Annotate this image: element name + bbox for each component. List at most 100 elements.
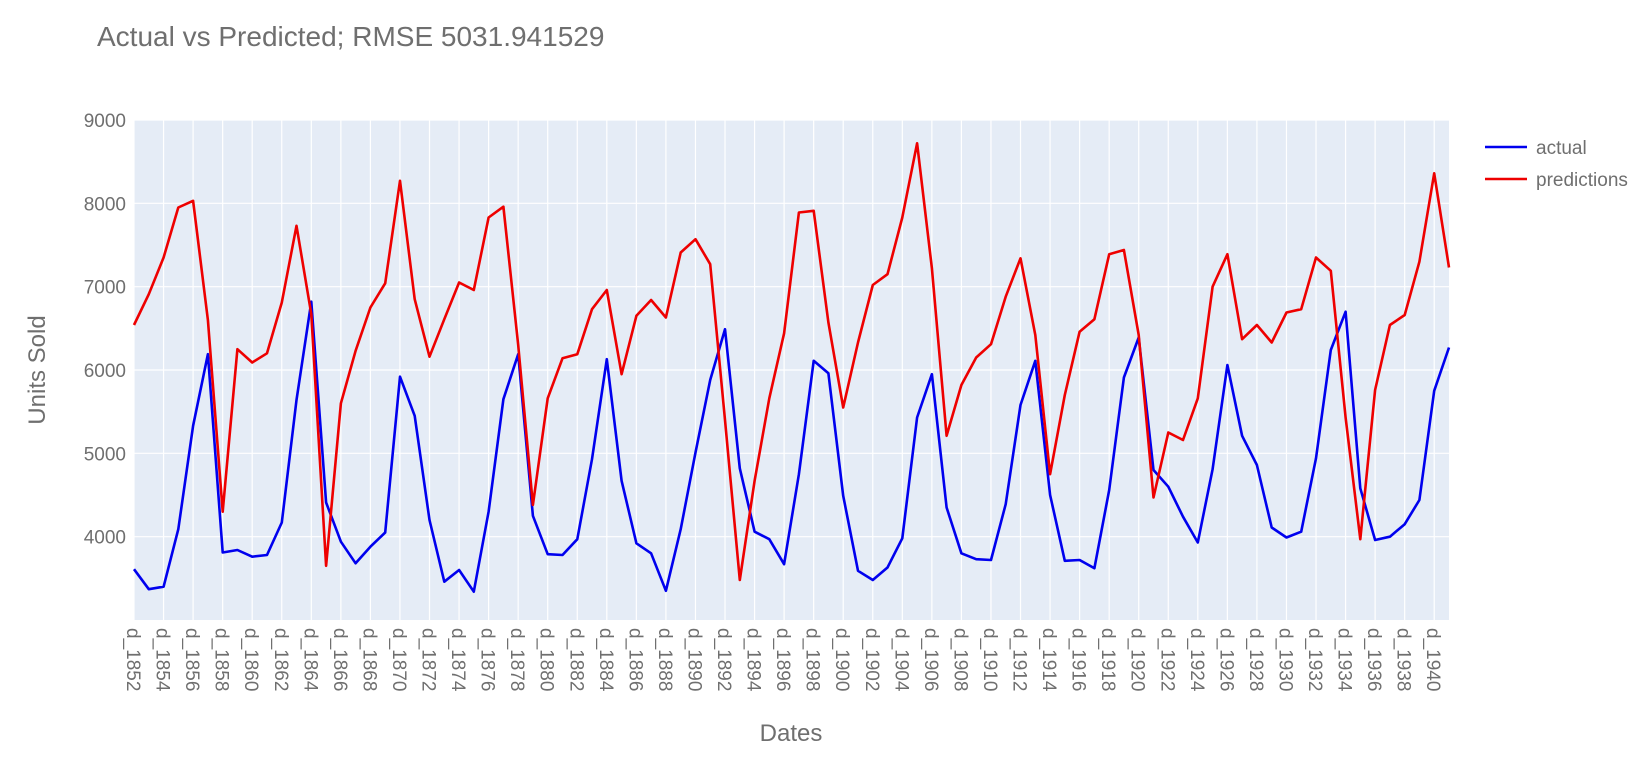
data-point-predictions xyxy=(1358,537,1363,542)
data-point-predictions xyxy=(1092,317,1097,322)
legend-label: predictions xyxy=(1536,170,1628,191)
data-point-actual xyxy=(649,551,654,556)
data-point-predictions xyxy=(841,405,846,410)
data-point-predictions xyxy=(1121,248,1126,253)
x-tick-label: d_1928 xyxy=(1245,628,1266,691)
x-tick-label: d_1878 xyxy=(506,628,527,691)
legend[interactable]: actual predictions xyxy=(1485,138,1628,191)
data-point-actual xyxy=(944,505,949,510)
data-point-actual xyxy=(294,398,299,403)
y-tick-label: 7000 xyxy=(84,278,126,299)
data-point-predictions xyxy=(634,313,639,318)
data-point-predictions xyxy=(1328,268,1333,273)
data-point-predictions xyxy=(1284,310,1289,315)
data-point-actual xyxy=(1343,309,1348,314)
data-point-actual xyxy=(1254,463,1259,468)
data-point-predictions xyxy=(752,478,757,483)
data-point-predictions xyxy=(575,352,580,357)
x-tick-label: d_1884 xyxy=(595,628,616,692)
data-point-predictions xyxy=(427,354,432,359)
x-tick-label: d_1880 xyxy=(536,628,557,691)
data-point-actual xyxy=(530,513,535,518)
data-point-predictions xyxy=(1314,255,1319,260)
data-point-predictions xyxy=(1299,307,1304,312)
series-line-actual xyxy=(132,300,1451,594)
data-point-predictions xyxy=(900,215,905,220)
data-point-actual xyxy=(383,530,388,535)
data-point-predictions xyxy=(989,342,994,347)
data-point-predictions xyxy=(929,266,934,271)
data-point-actual xyxy=(885,565,890,570)
data-point-actual xyxy=(545,552,550,557)
data-point-actual xyxy=(191,423,196,428)
data-point-predictions xyxy=(205,318,210,323)
data-point-actual xyxy=(752,529,757,534)
data-point-predictions xyxy=(1195,396,1200,401)
data-point-actual xyxy=(929,372,934,377)
data-point-actual xyxy=(1048,493,1053,498)
data-point-actual xyxy=(471,589,476,594)
data-point-predictions xyxy=(560,356,565,361)
x-axis-title: Dates xyxy=(760,720,823,747)
x-tick-label: d_1876 xyxy=(477,628,498,691)
x-tick-label: d_1936 xyxy=(1363,628,1384,691)
data-point-predictions xyxy=(708,262,713,267)
legend-item-predictions[interactable]: predictions xyxy=(1485,170,1628,191)
data-point-actual xyxy=(279,520,284,525)
x-tick-label: d_1896 xyxy=(772,628,793,691)
data-point-predictions xyxy=(678,250,683,255)
data-point-actual xyxy=(693,450,698,455)
data-point-actual xyxy=(870,578,875,583)
data-point-predictions xyxy=(1210,284,1215,289)
data-point-actual xyxy=(989,558,994,563)
data-point-predictions xyxy=(1033,333,1038,338)
data-point-predictions xyxy=(368,305,373,310)
y-axis-ticks: 4000 5000 6000 7000 8000 9000 xyxy=(84,111,126,549)
data-point-predictions xyxy=(959,383,964,388)
data-point-actual xyxy=(427,518,432,523)
data-point-predictions xyxy=(693,237,698,242)
data-point-actual xyxy=(1269,525,1274,530)
data-point-actual xyxy=(782,562,787,567)
data-point-predictions xyxy=(412,297,417,302)
data-point-predictions xyxy=(530,503,535,508)
x-tick-label: d_1856 xyxy=(181,628,202,691)
data-point-actual xyxy=(1328,348,1333,353)
data-point-actual xyxy=(1240,433,1245,438)
data-point-predictions xyxy=(338,401,343,406)
x-tick-label: d_1908 xyxy=(949,628,970,691)
data-point-actual xyxy=(723,327,728,332)
legend-label: actual xyxy=(1536,138,1587,159)
data-point-actual xyxy=(368,544,373,549)
data-point-actual xyxy=(1447,345,1452,350)
data-point-predictions xyxy=(649,298,654,303)
x-tick-label: d_1920 xyxy=(1127,628,1148,691)
x-tick-label: d_1864 xyxy=(299,628,320,692)
x-tick-label: d_1872 xyxy=(418,628,439,691)
data-point-predictions xyxy=(545,396,550,401)
data-point-actual xyxy=(619,478,624,483)
data-point-actual xyxy=(265,553,270,558)
x-tick-label: d_1930 xyxy=(1274,628,1295,691)
data-point-actual xyxy=(442,579,447,584)
data-point-predictions xyxy=(161,255,166,260)
legend-item-actual[interactable]: actual xyxy=(1485,138,1587,159)
data-point-predictions xyxy=(767,396,772,401)
data-point-predictions xyxy=(309,312,314,317)
data-point-predictions xyxy=(1225,252,1230,257)
data-point-predictions xyxy=(1077,329,1082,334)
x-tick-label: d_1902 xyxy=(861,628,882,691)
data-point-actual xyxy=(856,568,861,573)
data-point-actual xyxy=(1358,486,1363,491)
data-point-predictions xyxy=(663,315,668,320)
x-tick-label: d_1910 xyxy=(979,628,1000,691)
data-point-actual xyxy=(796,472,801,477)
data-point-predictions xyxy=(782,331,787,336)
data-point-actual xyxy=(146,587,151,592)
data-point-predictions xyxy=(1269,340,1274,345)
data-point-actual xyxy=(1284,535,1289,540)
data-point-predictions xyxy=(590,307,595,312)
data-point-actual xyxy=(1092,566,1097,571)
data-point-actual xyxy=(1003,502,1008,507)
data-point-predictions xyxy=(1018,256,1023,261)
